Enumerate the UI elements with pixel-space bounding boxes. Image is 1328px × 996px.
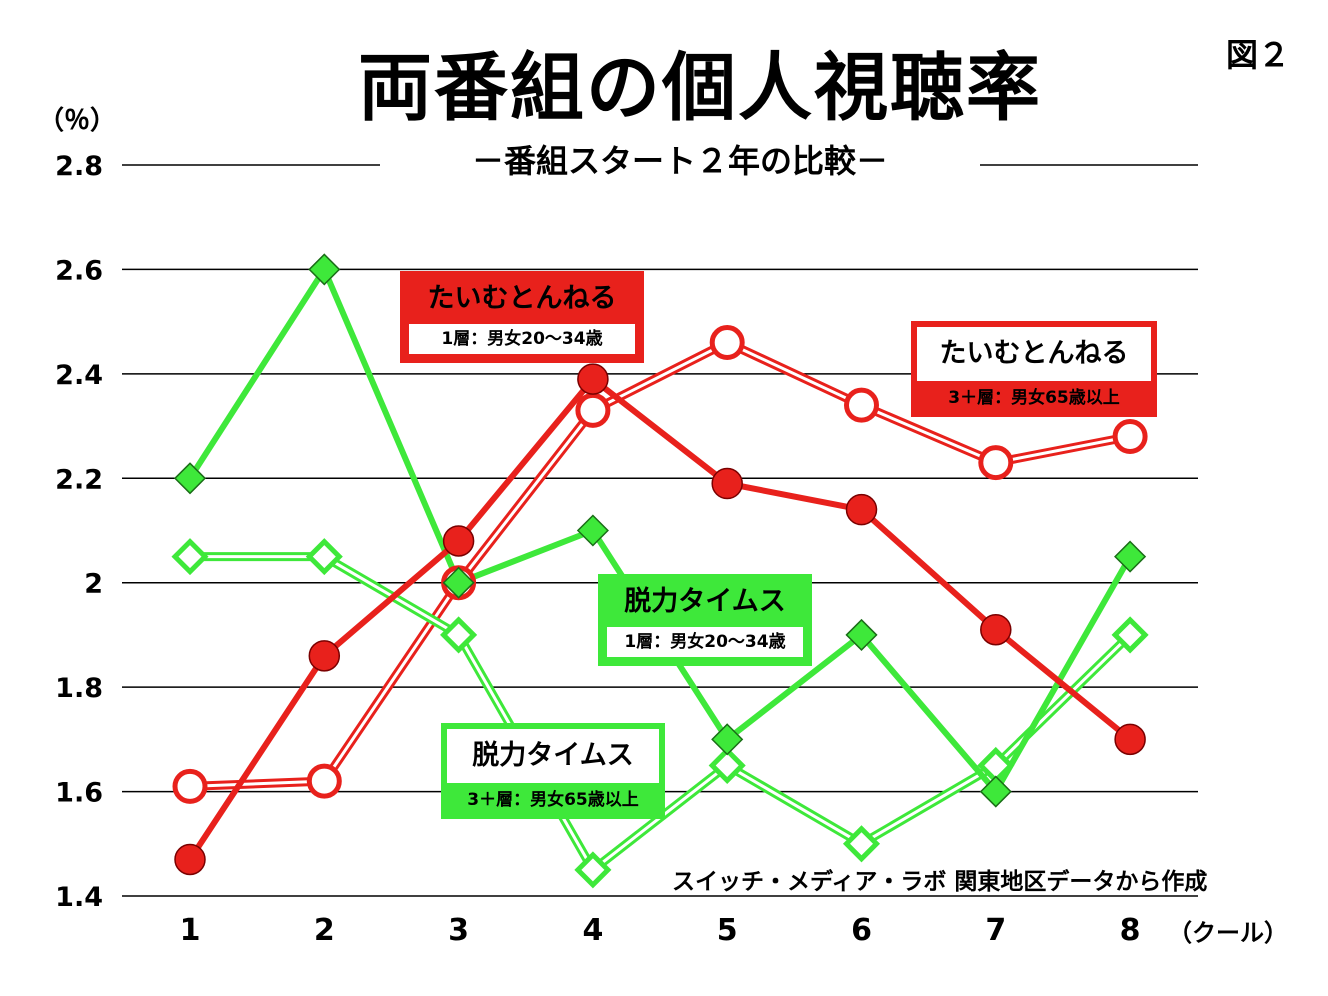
- y-tick-labels: 1.4 1.6 1.8 2 2.2 2.4 2.6 2.8: [55, 151, 103, 913]
- y-tick-label: 2.2: [55, 464, 103, 495]
- data-point: [708, 746, 746, 784]
- y-tick-label: 1.6: [55, 778, 103, 809]
- x-axis-unit: （クール）: [1168, 919, 1288, 947]
- data-point: [711, 723, 744, 756]
- data-point: [1114, 540, 1147, 573]
- y-axis-unit: （％）: [38, 106, 117, 136]
- data-point: [172, 768, 208, 804]
- callout-title: 脱力タイムス: [447, 729, 659, 783]
- y-tick-label: 2.6: [55, 255, 103, 286]
- x-tick-label: 3: [448, 913, 469, 948]
- data-point: [308, 640, 341, 672]
- y-tick-label: 2.8: [55, 151, 103, 182]
- callout-sub: 3＋層：男女65歳以上: [948, 388, 1120, 408]
- data-point: [709, 325, 745, 361]
- y-tick-label: 2: [84, 569, 103, 600]
- data-point: [308, 253, 341, 286]
- y-tick-label: 1.8: [55, 673, 103, 704]
- callout-dt-old: 脱力タイムス 3＋層：男女65歳以上: [441, 723, 665, 819]
- figure-label: 図２: [1226, 36, 1291, 74]
- y-tick-label: 2.4: [55, 360, 103, 391]
- data-point: [574, 851, 612, 889]
- data-point: [711, 467, 743, 500]
- data-point: [845, 618, 878, 651]
- callout-title: たいむとんねる: [427, 283, 617, 314]
- data-point: [174, 843, 206, 876]
- source-note: スイッチ・メディア・ラボ 関東地区データから作成: [672, 869, 1208, 895]
- callout-title: たいむとんねる: [917, 327, 1151, 381]
- data-point: [1112, 419, 1148, 455]
- data-point: [980, 613, 1012, 646]
- series-line-inner: [189, 341, 1131, 788]
- chart-title: 両番組の個人視聴率: [358, 45, 1042, 131]
- data-point: [305, 538, 343, 576]
- x-tick-label: 6: [851, 913, 872, 948]
- data-point: [1111, 616, 1149, 654]
- data-point: [440, 616, 478, 654]
- data-point: [978, 445, 1014, 481]
- data-point: [306, 763, 342, 799]
- data-point: [442, 525, 475, 557]
- callout-timetunnel-young: たいむとんねる 1層：男女20～34歳: [400, 271, 644, 363]
- callout-dt-young: 脱力タイムス 1層：男女20～34歳: [598, 574, 812, 666]
- data-point: [171, 538, 209, 576]
- data-point: [979, 775, 1012, 808]
- data-point: [442, 566, 475, 599]
- data-point: [844, 387, 879, 423]
- data-point: [576, 514, 609, 547]
- x-tick-label: 2: [314, 913, 335, 948]
- callout-title: 脱力タイムス: [624, 586, 786, 617]
- series-markers: [171, 253, 1149, 889]
- y-tick-label: 1.4: [55, 882, 103, 913]
- data-point: [577, 363, 609, 395]
- callout-timetunnel-old: たいむとんねる 3＋層：男女65歳以上: [911, 321, 1157, 417]
- x-tick-label: 1: [180, 913, 201, 948]
- x-tick-label: 4: [582, 913, 603, 948]
- callout-sub: 1層：男女20～34歳: [607, 627, 803, 657]
- data-point: [1114, 723, 1146, 756]
- x-tick-label: 7: [985, 913, 1006, 948]
- data-point: [845, 493, 878, 526]
- data-point: [575, 392, 611, 428]
- x-tick-labels: 1 2 3 4 5 6 7 8: [180, 913, 1141, 948]
- data-point: [173, 462, 207, 495]
- x-tick-label: 8: [1120, 913, 1141, 948]
- x-tick-label: 5: [717, 913, 738, 948]
- data-point: [842, 825, 881, 863]
- chart-subtitle: －番組スタート２年の比較－: [380, 136, 980, 182]
- callout-sub: 1層：男女20～34歳: [409, 324, 635, 354]
- callout-sub: 3＋層：男女65歳以上: [467, 790, 639, 810]
- series-line: [187, 376, 1132, 862]
